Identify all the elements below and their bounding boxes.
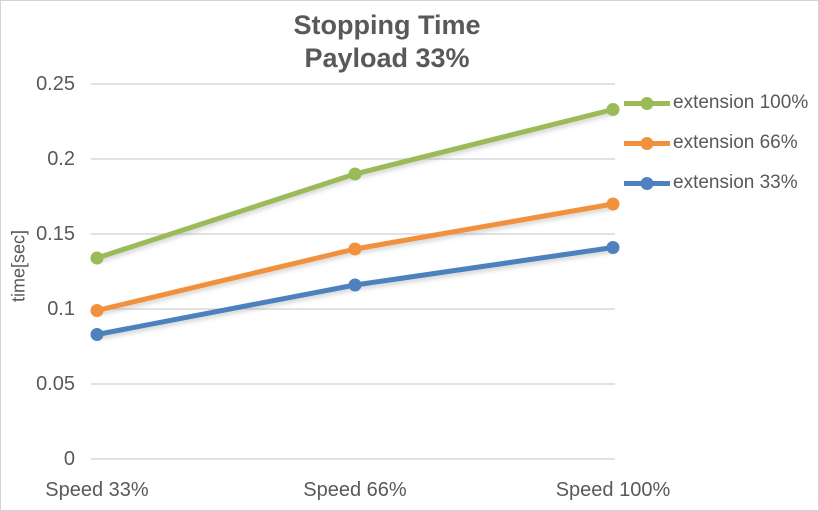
legend-marker-icon (624, 96, 670, 110)
legend-item: extension 100% (623, 92, 809, 113)
legend-marker-icon (624, 176, 670, 190)
legend-label: extension 100% (673, 92, 809, 113)
data-point-marker (606, 241, 620, 254)
legend-label: extension 33% (673, 172, 798, 193)
chart-title: Stopping Time Payload 33% (1, 9, 773, 75)
x-category-label: Speed 100% (555, 479, 671, 501)
y-tick-label: 0.25 (36, 73, 75, 95)
y-tick-label: 0 (63, 448, 75, 470)
chart-title-line-2: Payload 33% (304, 43, 470, 73)
legend-item: extension 66% (623, 132, 798, 153)
data-point-marker (348, 167, 362, 181)
x-category-label: Speed 66% (303, 479, 407, 501)
data-point-marker (606, 103, 620, 116)
data-point-marker (348, 278, 362, 292)
chart-title-line-1: Stopping Time (293, 10, 481, 40)
y-tick-label: 0.2 (47, 148, 75, 170)
y-tick-label: 0.1 (47, 298, 75, 320)
y-tick-label: 0.05 (36, 373, 75, 395)
legend-marker-icon (624, 136, 670, 150)
legend-label: extension 66% (673, 132, 798, 153)
data-point-marker (348, 242, 362, 256)
legend-item: extension 33% (623, 172, 798, 193)
data-point-marker (90, 328, 104, 341)
x-category-label: Speed 33% (45, 479, 149, 501)
y-tick-label: 0.15 (36, 223, 75, 245)
data-point-marker (90, 304, 104, 317)
series-line-extension-100- (94, 107, 616, 261)
data-point-marker (90, 251, 104, 265)
data-point-marker (606, 197, 620, 211)
